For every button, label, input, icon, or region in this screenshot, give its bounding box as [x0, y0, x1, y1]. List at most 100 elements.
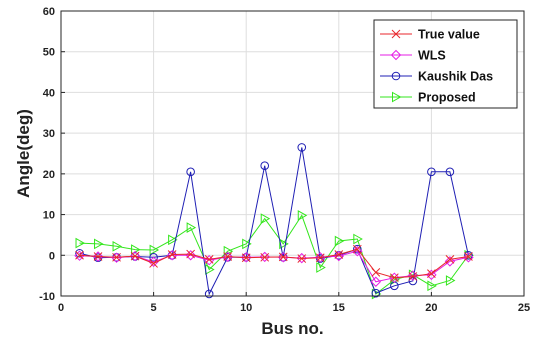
data-point-true-value — [352, 244, 362, 254]
data-point-proposed — [149, 244, 160, 256]
data-point-kaushik-das — [75, 248, 84, 258]
data-point-true-value — [75, 250, 84, 260]
legend-label: Kaushik Das — [418, 70, 493, 84]
data-point-true-value — [241, 253, 251, 263]
y-axis-label: Angle(deg) — [14, 109, 33, 198]
data-point-true-value — [371, 268, 381, 277]
data-point-proposed — [316, 262, 326, 273]
legend-label: WLS — [418, 49, 446, 63]
legend-marker — [392, 91, 402, 103]
data-point-wls — [370, 276, 382, 287]
data-point-kaushik-das — [260, 161, 270, 171]
data-point-wls — [444, 256, 456, 267]
data-point-kaushik-das — [427, 167, 436, 177]
series-line-kaushik-das — [79, 147, 469, 296]
x-tick-label: 0 — [58, 302, 64, 314]
data-point-proposed — [445, 275, 456, 286]
legend-label: True value — [418, 28, 480, 42]
data-point-proposed — [427, 280, 437, 292]
data-point-true-value — [278, 252, 288, 262]
data-point-proposed — [334, 235, 345, 247]
series-line-true-value — [79, 248, 469, 279]
data-point-true-value — [445, 255, 455, 264]
data-point-kaushik-das — [204, 289, 214, 299]
legend-label: Proposed — [418, 91, 476, 105]
y-tick-label: 40 — [43, 87, 55, 99]
data-point-wls — [463, 252, 474, 263]
data-point-true-value — [204, 255, 214, 264]
data-point-kaushik-das — [297, 143, 307, 152]
y-tick-label: 20 — [43, 169, 55, 181]
data-point-true-value — [149, 259, 158, 268]
data-point-proposed — [112, 240, 123, 252]
data-point-proposed — [353, 233, 363, 245]
data-point-true-value — [186, 249, 195, 259]
legend-item-proposed: Proposed — [380, 91, 476, 105]
y-tick-label: -10 — [39, 291, 55, 303]
y-tick-label: 50 — [43, 47, 55, 59]
data-point-wls — [278, 252, 289, 263]
data-point-wls — [426, 269, 437, 281]
x-tick-label: 10 — [240, 302, 252, 314]
x-tick-label: 25 — [518, 302, 530, 314]
y-tick-label: 0 — [49, 250, 55, 262]
data-point-wls — [315, 252, 326, 263]
x-tick-label: 15 — [333, 302, 345, 314]
data-point-proposed — [94, 238, 104, 250]
series-wls — [74, 246, 474, 287]
y-tick-label: 10 — [43, 210, 55, 222]
data-point-true-value — [464, 252, 473, 261]
data-point-proposed — [186, 222, 197, 233]
legend-box — [373, 19, 518, 109]
data-point-true-value — [427, 269, 436, 278]
data-point-kaushik-das — [464, 250, 473, 260]
data-point-true-value — [130, 251, 140, 261]
data-point-wls — [92, 251, 104, 262]
data-point-wls — [240, 252, 252, 263]
legend-marker — [391, 71, 401, 81]
y-tick-label: 30 — [43, 128, 55, 140]
series-proposed — [75, 210, 474, 300]
data-point-proposed — [260, 213, 271, 224]
legend-marker — [391, 29, 401, 39]
data-point-wls — [129, 250, 141, 262]
data-point-wls — [259, 251, 270, 263]
data-point-proposed — [279, 238, 289, 250]
legend-marker — [390, 49, 402, 61]
data-point-true-value — [315, 253, 325, 263]
data-point-kaushik-das — [186, 167, 195, 177]
x-tick-label: 5 — [151, 302, 157, 314]
data-point-proposed — [297, 210, 308, 221]
data-point-true-value — [334, 250, 344, 259]
data-point-kaushik-das — [371, 288, 381, 298]
data-point-wls — [74, 250, 85, 261]
data-point-kaushik-das — [353, 244, 362, 254]
data-point-true-value — [408, 272, 418, 281]
legend-item-wls: WLS — [380, 49, 446, 63]
plot-frame — [60, 10, 525, 297]
data-point-kaushik-das — [445, 167, 455, 177]
legend-item-true-value: True value — [380, 28, 480, 42]
data-point-proposed — [168, 234, 178, 246]
x-tick-label: 20 — [425, 302, 437, 314]
data-point-wls — [111, 252, 122, 263]
y-tick-label: 60 — [43, 6, 55, 18]
data-point-kaushik-das — [149, 253, 158, 262]
legend-item-kaushik-das: Kaushik Das — [380, 70, 493, 84]
data-point-true-value — [112, 252, 121, 262]
data-point-wls — [389, 272, 400, 283]
data-point-true-value — [297, 254, 307, 263]
data-point-true-value — [390, 273, 399, 283]
data-point-wls — [222, 251, 233, 263]
data-point-true-value — [93, 252, 103, 261]
data-point-wls — [166, 250, 178, 261]
data-point-wls — [296, 252, 307, 264]
x-axis-label: Bus no. — [261, 319, 323, 338]
series-true-value — [75, 244, 473, 283]
series-layer — [74, 143, 474, 300]
data-point-proposed — [242, 238, 252, 250]
data-point-true-value — [260, 252, 270, 262]
data-point-proposed — [75, 237, 86, 249]
